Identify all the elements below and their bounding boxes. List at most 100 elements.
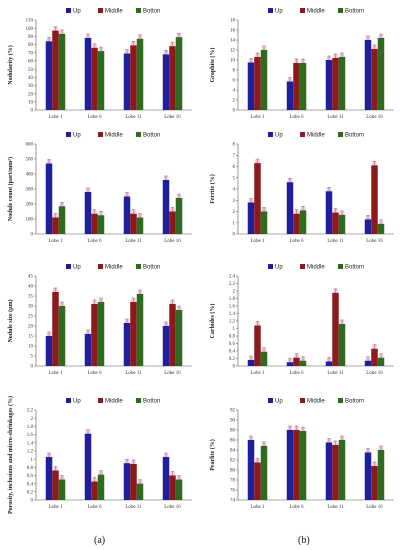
y-tick-label: 45 [28,275,34,280]
caption-a: (a) [94,535,106,546]
x-tick-label: Lobe 1 [48,371,63,376]
bar [45,163,53,234]
y-tick-label: 4 [233,188,236,193]
bar [247,202,255,234]
legend-swatch [300,264,305,269]
y-tick-label: 100 [26,218,34,223]
bar [377,38,385,110]
x-tick-label: Lobe 1 [48,239,63,244]
bar [286,182,294,234]
legend-label: Bottom [345,399,364,405]
legend-swatch [98,8,103,13]
y-tick-label: 500 [26,158,34,163]
chart-nodularity: Nodularity (%) 0 10 20 30 40 50 60 70 80 90 100 110 U… [2,2,198,132]
y-tick-label: 1.6 [229,305,236,310]
bar [97,215,105,234]
x-tick-label: Lobe 11 [125,115,142,120]
x-tick-label: Lobe 1 [250,115,265,120]
bar [338,57,346,110]
y-tick-label: 18 [230,19,236,24]
y-axis-label: Carbides (%) [209,304,216,339]
legend-swatch [136,264,141,269]
y-tick-label: 6 [233,79,236,84]
bar [254,57,261,110]
y-tick-label: 70 [28,51,34,56]
x-tick-label: Lobe 6 [289,115,304,120]
y-tick-label: 0 [31,109,34,114]
y-axis-label: Graphite (%) [209,48,216,83]
y-tick-label: 2 [233,290,236,295]
y-axis-label: Pearlite (%) [209,439,216,470]
y-tick-label: 1.8 [229,297,236,302]
chart-pearlite: Pearlite (%) 74 76 78 80 82 84 86 88 90 92 Up Middle… [204,392,400,522]
y-tick-label: 110 [26,19,34,24]
y-tick-label: 2 [31,417,34,422]
legend-label: Middle [105,133,123,139]
bar [247,360,255,366]
bar [169,304,176,366]
y-tick-label: 2.4 [229,275,236,280]
bar [364,452,372,500]
x-tick-label: Lobe 16 [366,505,383,510]
bar [136,294,144,366]
y-tick-label: 0.6 [229,342,236,347]
bar [130,45,137,111]
legend-swatch [338,132,343,137]
y-tick-label: 600 [26,143,34,148]
bar [332,58,339,110]
bar [130,464,137,500]
y-tick-label: 74 [230,499,236,504]
y-axis-label: Nodule count (part/mm²) [7,157,14,221]
y-tick-label: 76 [230,489,236,494]
bar [377,223,385,234]
y-tick-label: 5 [233,176,236,181]
bar [169,211,176,234]
legend-swatch [300,398,305,403]
y-tick-label: 0.2 [229,357,236,362]
y-tick-label: 400 [26,173,34,178]
legend-label: Bottom [345,133,364,139]
chart-nodule-count: Nodule count (part/mm²) 0 100 200 300 400 500 6… [2,126,198,256]
y-tick-label: 90 [230,419,236,424]
legend-label: Botton [143,9,160,15]
y-tick-label: 1.2 [229,320,236,325]
y-tick-label: 10 [230,59,236,64]
legend-label: Botton [143,133,160,139]
y-tick-label: 2.2 [229,282,236,287]
x-tick-label: Lobe 1 [48,505,63,510]
y-tick-label: 0.4 [229,350,236,355]
bar [332,212,339,234]
bar [260,446,268,500]
y-tick-label: 86 [230,439,236,444]
bar [58,479,66,500]
legend-label: Up [73,133,81,139]
legend-label: Middle [105,9,123,15]
legend-label: Bottom [345,265,364,271]
y-tick-label: 78 [230,479,236,484]
bar [91,213,98,234]
bar [371,348,378,366]
x-tick-label: Lobe 1 [250,505,265,510]
bar [91,481,98,500]
chart-porosity: Porosity, inclusions and micro-shrinkage… [2,392,198,522]
x-tick-label: Lobe 16 [164,371,181,376]
bar [247,440,255,500]
bar [286,81,294,110]
x-tick-label: Lobe 6 [87,371,102,376]
x-tick-label: Lobe 6 [289,371,304,376]
y-tick-label: 8 [233,143,236,148]
y-tick-label: 2 [233,99,236,104]
y-tick-label: 40 [28,76,34,81]
legend-swatch [98,264,103,269]
y-tick-label: 200 [26,203,34,208]
bar [84,38,92,110]
bar [371,165,378,234]
bar [91,304,98,366]
bar [293,430,300,500]
y-tick-label: 82 [230,459,236,464]
bar [325,60,333,110]
y-tick-label: 40 [28,285,34,290]
y-tick-label: 10 [28,101,34,106]
legend-swatch [136,8,141,13]
y-tick-label: 0 [233,233,236,238]
